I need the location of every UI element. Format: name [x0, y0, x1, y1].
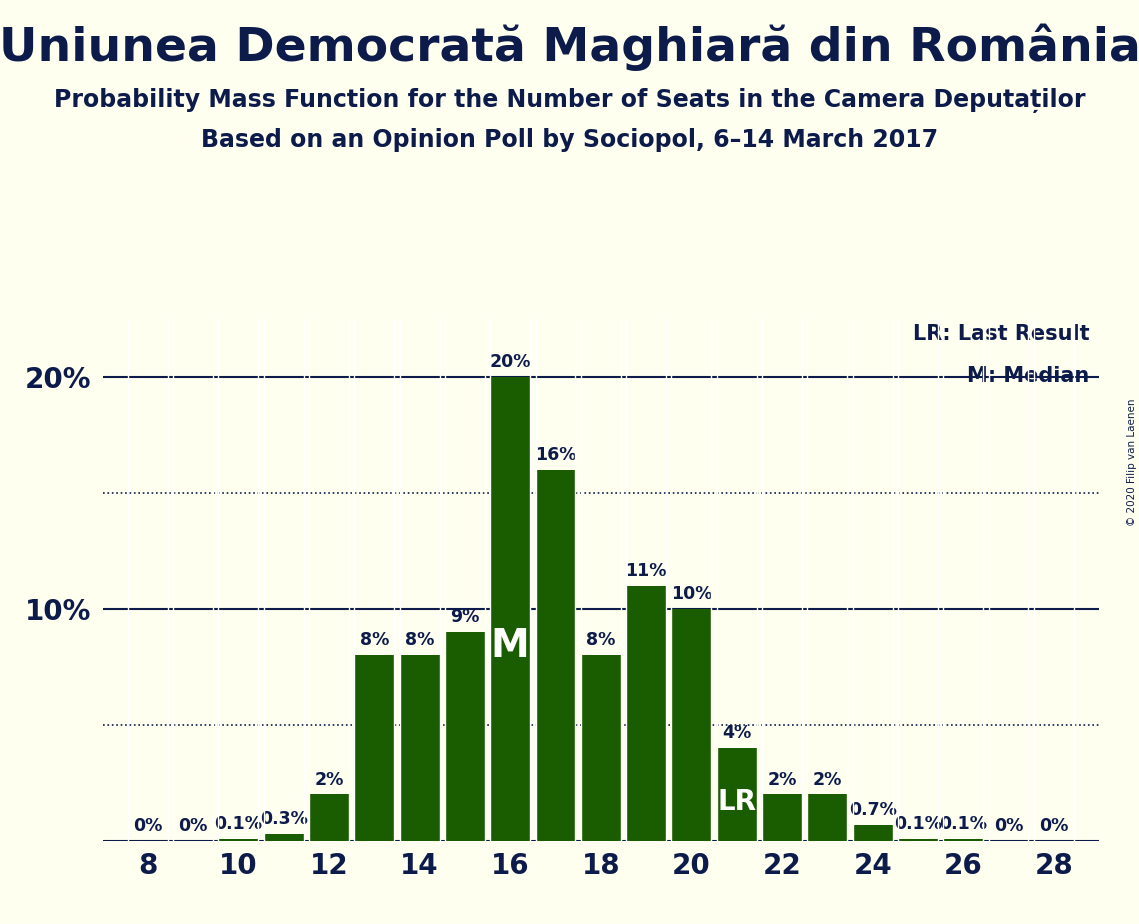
Bar — [762, 795, 802, 841]
Text: 16%: 16% — [535, 445, 576, 464]
Text: 0.1%: 0.1% — [940, 815, 988, 833]
Text: 2%: 2% — [812, 771, 842, 789]
Bar — [672, 609, 712, 841]
Text: 4%: 4% — [722, 724, 752, 742]
Text: M: Median: M: Median — [967, 366, 1089, 385]
Text: 20%: 20% — [490, 353, 531, 371]
Bar — [716, 748, 756, 841]
Text: 0.3%: 0.3% — [260, 810, 308, 828]
Bar — [853, 824, 893, 841]
Text: 8%: 8% — [587, 631, 615, 650]
Text: 10%: 10% — [671, 585, 712, 603]
Bar — [808, 795, 847, 841]
Text: Based on an Opinion Poll by Sociopol, 6–14 March 2017: Based on an Opinion Poll by Sociopol, 6–… — [200, 128, 939, 152]
Text: Uniunea Democrată Maghiară din România: Uniunea Democrată Maghiară din România — [0, 23, 1139, 70]
Bar — [581, 655, 621, 841]
Text: 0%: 0% — [179, 817, 207, 835]
Bar — [626, 586, 666, 841]
Bar — [264, 833, 304, 841]
Text: 8%: 8% — [405, 631, 434, 650]
Text: 11%: 11% — [625, 562, 666, 580]
Bar — [400, 655, 440, 841]
Text: 0%: 0% — [1039, 817, 1068, 835]
Bar — [354, 655, 394, 841]
Text: 0.7%: 0.7% — [849, 801, 896, 819]
Text: LR: Last Result: LR: Last Result — [912, 324, 1089, 344]
Text: 0.1%: 0.1% — [894, 815, 942, 833]
Text: 9%: 9% — [450, 608, 480, 626]
Text: 2%: 2% — [768, 771, 796, 789]
Text: LR: LR — [718, 788, 756, 816]
Text: 8%: 8% — [360, 631, 390, 650]
Text: 0.1%: 0.1% — [214, 815, 262, 833]
Text: 2%: 2% — [314, 771, 344, 789]
Text: 0%: 0% — [133, 817, 163, 835]
Bar — [445, 632, 485, 841]
Bar — [309, 795, 349, 841]
Bar — [898, 838, 937, 841]
Text: M: M — [491, 627, 530, 665]
Bar — [943, 838, 983, 841]
Bar — [535, 469, 575, 841]
Text: 0%: 0% — [994, 817, 1023, 835]
Text: © 2020 Filip van Laenen: © 2020 Filip van Laenen — [1126, 398, 1137, 526]
Text: Probability Mass Function for the Number of Seats in the Camera Deputaților: Probability Mass Function for the Number… — [54, 88, 1085, 113]
Bar — [219, 838, 259, 841]
Bar — [490, 377, 530, 841]
